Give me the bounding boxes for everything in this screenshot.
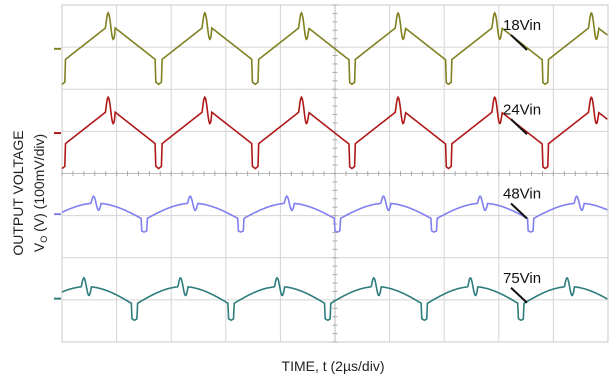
trace-line-48Vin xyxy=(61,195,608,233)
trace-label-pointer xyxy=(510,118,528,135)
trace-line-75Vin xyxy=(61,276,608,322)
trace-label-75Vin: 75Vin xyxy=(503,270,541,287)
trace-label-48Vin: 48Vin xyxy=(503,186,541,203)
chart-grid xyxy=(61,4,609,343)
trace-label-24Vin: 24Vin xyxy=(503,101,541,118)
trace-labels: 18Vin 24Vin 48Vin 75Vin xyxy=(503,17,541,304)
channel-markers xyxy=(54,47,61,300)
trace-label-pointer xyxy=(510,287,528,304)
x-axis-label: TIME, t (2µs/div) xyxy=(282,358,385,374)
y-axis-label-line2: VO (V) (100mV/div) xyxy=(31,134,49,252)
trace-label-pointer xyxy=(510,202,528,220)
trace-label-18Vin: 18Vin xyxy=(503,17,541,34)
trace-label-pointer xyxy=(510,34,528,51)
y-axis-label-line1: OUTPUT VOLTAGE xyxy=(10,130,26,255)
